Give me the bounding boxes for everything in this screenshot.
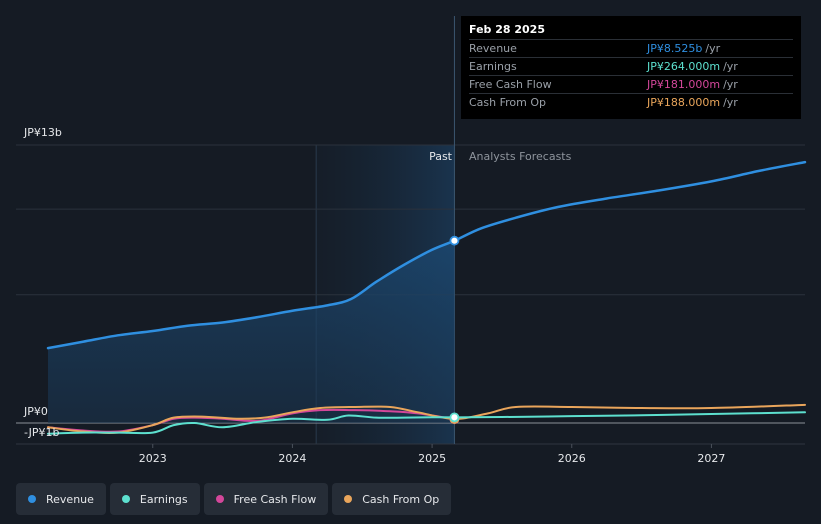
free-cash-flow-line bbox=[47, 408, 456, 433]
tooltip-unit: /yr bbox=[723, 96, 738, 109]
tooltip-row-earnings: Earnings JP¥264.000m /yr bbox=[469, 57, 793, 75]
x-tick-label: 2024 bbox=[278, 452, 306, 465]
revenue-area bbox=[48, 240, 455, 423]
forecast-label: Analysts Forecasts bbox=[469, 150, 572, 163]
tooltip-unit: /yr bbox=[723, 60, 738, 73]
past-label: Past bbox=[429, 150, 453, 163]
legend-label: Revenue bbox=[46, 492, 94, 506]
earnings-dot-icon bbox=[121, 495, 130, 503]
tooltip-label: Revenue bbox=[469, 42, 517, 55]
tooltip-value: JP¥264.000m bbox=[647, 60, 721, 73]
tooltip-row-cash-from-op: Cash From Op JP¥188.000m /yr bbox=[469, 93, 793, 111]
earnings-line bbox=[47, 411, 806, 435]
x-tick-label: 2026 bbox=[558, 452, 586, 465]
tooltip-value: JP¥188.000m bbox=[647, 96, 721, 109]
tooltip-row-revenue: Revenue JP¥8.525b /yr bbox=[469, 39, 793, 57]
tooltip-unit: /yr bbox=[705, 42, 721, 55]
tooltip-unit: /yr bbox=[723, 78, 738, 91]
y-axis-top-label: JP¥13b bbox=[23, 126, 62, 139]
revenue-dot-icon bbox=[28, 495, 36, 503]
tooltip-value: JP¥181.000m bbox=[647, 78, 721, 91]
tooltip-date: Feb 28 2025 bbox=[469, 23, 545, 36]
legend: Revenue Earnings Free Cash Flow Cash Fro… bbox=[16, 483, 452, 515]
x-tick-label: 2023 bbox=[139, 452, 167, 465]
x-tick-label: 2025 bbox=[418, 452, 446, 465]
legend-label: Cash From Op bbox=[362, 492, 440, 506]
legend-item-free-cash-flow[interactable]: Free Cash Flow bbox=[203, 483, 329, 515]
legend-item-earnings[interactable]: Earnings bbox=[109, 483, 200, 515]
tooltip-label: Cash From Op bbox=[469, 96, 547, 109]
y-axis-zero-label: JP¥0 bbox=[23, 405, 48, 418]
y-axis-negative-label: -JP¥1b bbox=[24, 426, 59, 439]
revenue-line bbox=[46, 160, 807, 350]
legend-item-cash-from-op[interactable]: Cash From Op bbox=[332, 483, 452, 515]
cash-from-op-dot-icon bbox=[344, 495, 353, 503]
tooltip-value: JP¥8.525b bbox=[647, 42, 703, 55]
revenue-point bbox=[449, 235, 460, 246]
cash-from-op-line bbox=[47, 403, 806, 435]
x-tick-label: 2027 bbox=[697, 452, 725, 465]
legend-label: Earnings bbox=[139, 492, 188, 506]
free-cash-flow-dot-icon bbox=[215, 495, 224, 503]
tooltip-label: Earnings bbox=[469, 60, 517, 73]
tooltip-label: Free Cash Flow bbox=[469, 78, 552, 91]
earnings-point bbox=[449, 412, 460, 423]
tooltip-row-free-cash-flow: Free Cash Flow JP¥181.000m /yr bbox=[469, 75, 793, 93]
legend-item-revenue[interactable]: Revenue bbox=[16, 483, 106, 515]
legend-label: Free Cash Flow bbox=[233, 492, 317, 506]
tooltip: Feb 28 2025 Revenue JP¥8.525b /yr Earnin… bbox=[461, 16, 801, 119]
